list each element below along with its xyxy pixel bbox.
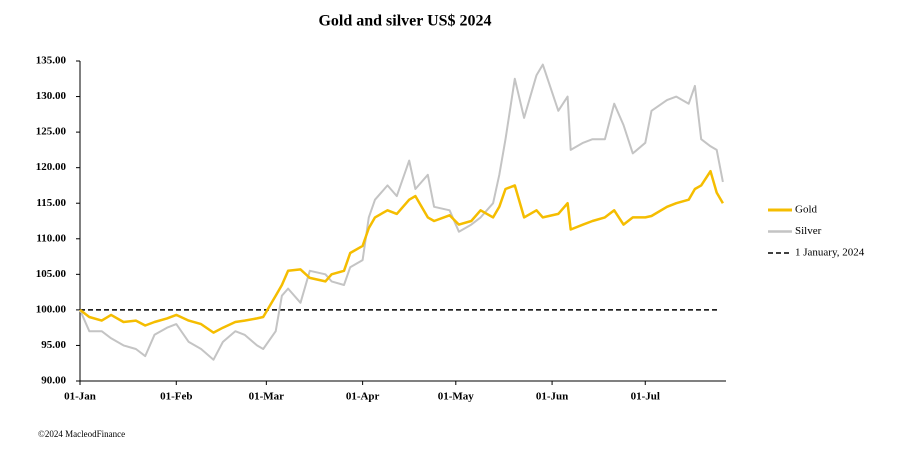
y-tick-label: 90.00: [41, 375, 66, 387]
y-tick-label: 130.00: [36, 90, 67, 102]
x-tick-label: 01-Jan: [64, 391, 96, 403]
series-line: [79, 63, 724, 361]
y-tick-label: 95.00: [41, 339, 66, 351]
legend-label: Silver: [795, 225, 822, 237]
x-tick-label: 01-Mar: [249, 391, 285, 403]
x-tick-label: 01-Jul: [631, 391, 660, 403]
chart-title: Gold and silver US$ 2024: [318, 13, 491, 30]
x-tick-label: 01-Jun: [536, 391, 568, 403]
series-line: [79, 169, 724, 334]
legend-label: Gold: [795, 204, 818, 216]
y-tick-label: 100.00: [36, 303, 67, 315]
y-tick-label: 135.00: [36, 55, 67, 67]
y-tick-label: 105.00: [36, 268, 67, 280]
legend-label: 1 January, 2024: [795, 247, 865, 259]
x-tick-label: 01-May: [438, 391, 475, 403]
y-tick-label: 120.00: [36, 161, 67, 173]
x-tick-label: 01-Apr: [346, 391, 380, 403]
y-tick-label: 110.00: [36, 232, 66, 244]
y-tick-label: 115.00: [36, 197, 66, 209]
y-tick-label: 125.00: [36, 126, 67, 138]
footnote: ©2024 MacleodFinance: [38, 429, 125, 439]
x-tick-label: 01-Feb: [160, 391, 192, 403]
